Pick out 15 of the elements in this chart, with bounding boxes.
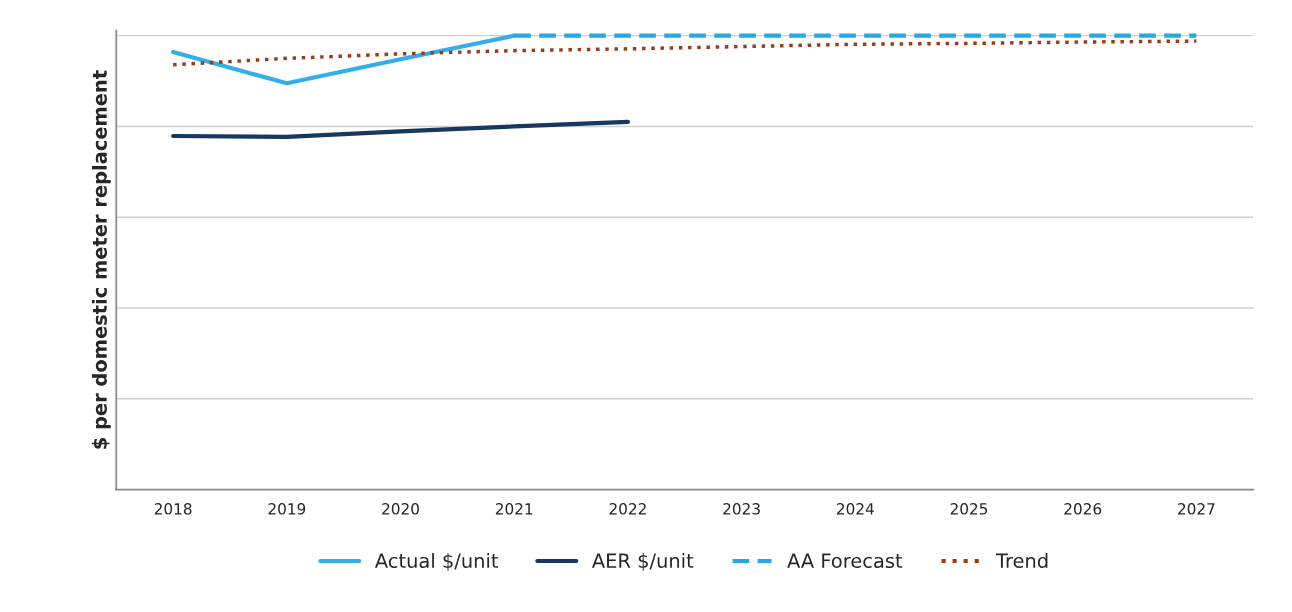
x-tick-label: 2027	[1178, 503, 1215, 515]
x-tick-label: 2018	[154, 503, 192, 515]
legend-label: Actual $/unit	[374, 553, 499, 571]
x-tick-label: 2025	[950, 503, 988, 515]
y-axis-title: $ per domestic meter replacement	[91, 70, 111, 449]
legend-label: AER $/unit	[591, 553, 694, 571]
x-tick-label: 2021	[495, 503, 533, 515]
x-tick-label: 2019	[268, 503, 306, 515]
x-tick-label: 2024	[836, 503, 874, 515]
legend-label: Trend	[995, 553, 1048, 569]
x-tick-label: 2026	[1064, 503, 1102, 515]
x-tick-label: 2020	[382, 503, 419, 515]
x-tick-label: 2023	[723, 503, 760, 515]
x-tick-label: 2022	[609, 503, 646, 515]
legend-label: AA Forecast	[787, 553, 903, 569]
